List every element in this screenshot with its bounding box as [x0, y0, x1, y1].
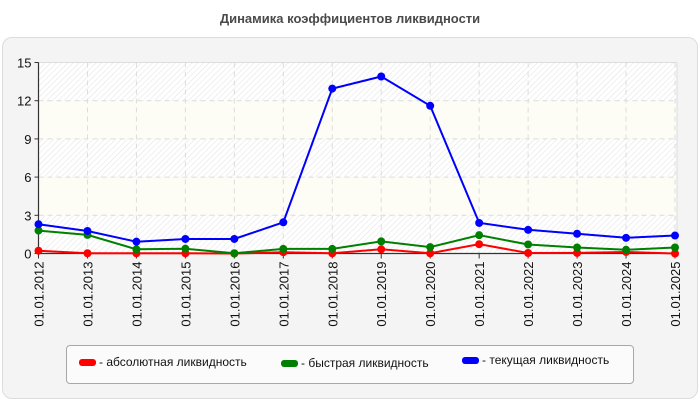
series-быстрая-ликвидность — [34, 226, 679, 258]
data-point[interactable] — [377, 245, 386, 254]
data-point[interactable] — [377, 237, 386, 246]
data-point[interactable] — [328, 244, 337, 253]
plot-background-bands — [38, 62, 677, 254]
legend-swatch-blue-icon — [462, 356, 479, 364]
legend-item-current[interactable]: - текущая ликвидность — [462, 353, 609, 367]
x-tick-label: 01.01.2022 — [521, 262, 536, 327]
data-point[interactable] — [524, 248, 533, 257]
data-point[interactable] — [181, 244, 190, 253]
y-tick-label: 12 — [17, 94, 31, 109]
y-tick-label: 0 — [24, 247, 31, 262]
data-point[interactable] — [622, 245, 631, 254]
y-tick-label: 9 — [24, 132, 31, 147]
data-point[interactable] — [426, 101, 435, 110]
data-point[interactable] — [83, 249, 92, 258]
data-point[interactable] — [524, 225, 533, 234]
legend-swatch-green-icon — [281, 359, 298, 367]
data-point[interactable] — [83, 226, 92, 235]
data-point[interactable] — [622, 233, 631, 242]
data-point[interactable] — [34, 246, 43, 255]
legend-swatch-red-icon — [79, 358, 96, 366]
chart-title: Динамика коэффициентов ликвидности — [219, 11, 481, 26]
x-tick-label: 01.01.2016 — [227, 262, 242, 327]
x-tick-label: 01.01.2019 — [374, 262, 389, 327]
grid-lines — [38, 62, 678, 254]
y-tick-label: 15 — [17, 56, 31, 71]
legend-item-quick[interactable]: - быстрая ликвидность — [281, 356, 429, 370]
data-point[interactable] — [524, 240, 533, 249]
data-point[interactable] — [279, 218, 288, 227]
data-point[interactable] — [230, 249, 239, 258]
data-point[interactable] — [671, 249, 679, 258]
data-point[interactable] — [475, 240, 484, 249]
data-point[interactable] — [132, 245, 141, 254]
x-tick-label: 01.01.2020 — [423, 262, 438, 327]
data-point[interactable] — [377, 72, 386, 81]
legend-label: - быстрая ликвидность — [301, 356, 429, 370]
x-tick-label: 01.01.2024 — [619, 262, 634, 327]
x-tick-label: 01.01.2025 — [668, 262, 683, 327]
x-tick-label: 01.01.2012 — [32, 262, 47, 327]
data-point[interactable] — [671, 231, 679, 240]
x-tick-label: 01.01.2015 — [178, 262, 193, 327]
x-axis-ticks: 01.01.2012 01.01.2013 01.01.2014 01.01.2015… — [32, 253, 683, 327]
data-point[interactable] — [573, 243, 582, 252]
data-point[interactable] — [328, 84, 337, 93]
x-tick-label: 01.01.2014 — [129, 262, 144, 327]
x-tick-label: 01.01.2013 — [80, 262, 95, 327]
data-point[interactable] — [426, 249, 435, 258]
data-point[interactable] — [181, 234, 190, 243]
y-tick-label: 3 — [24, 208, 31, 223]
legend-label: - текущая ликвидность — [482, 353, 610, 367]
data-point[interactable] — [132, 237, 141, 246]
data-point[interactable] — [279, 244, 288, 253]
data-point[interactable] — [230, 234, 239, 243]
legend-item-absolute[interactable]: - абсолютная ликвидность — [79, 355, 247, 369]
y-axis-ticks: 0 3 6 9 12 15 — [17, 56, 39, 262]
legend: - абсолютная ликвидность - быстрая ликви… — [66, 345, 634, 384]
data-point[interactable] — [34, 226, 43, 235]
data-point[interactable] — [671, 243, 679, 252]
data-point[interactable] — [475, 218, 484, 227]
x-tick-label: 01.01.2018 — [325, 262, 340, 327]
x-tick-label: 01.01.2021 — [472, 262, 487, 327]
data-point[interactable] — [475, 231, 484, 240]
data-point[interactable] — [34, 220, 43, 229]
x-tick-label: 01.01.2023 — [570, 262, 585, 327]
legend-label: - абсолютная ликвидность — [99, 355, 247, 369]
data-point[interactable] — [573, 229, 582, 238]
y-tick-label: 6 — [24, 170, 31, 185]
data-series — [34, 72, 679, 258]
series-текущая-ликвидность — [34, 72, 679, 246]
data-point[interactable] — [426, 243, 435, 252]
x-tick-label: 01.01.2017 — [276, 262, 291, 327]
